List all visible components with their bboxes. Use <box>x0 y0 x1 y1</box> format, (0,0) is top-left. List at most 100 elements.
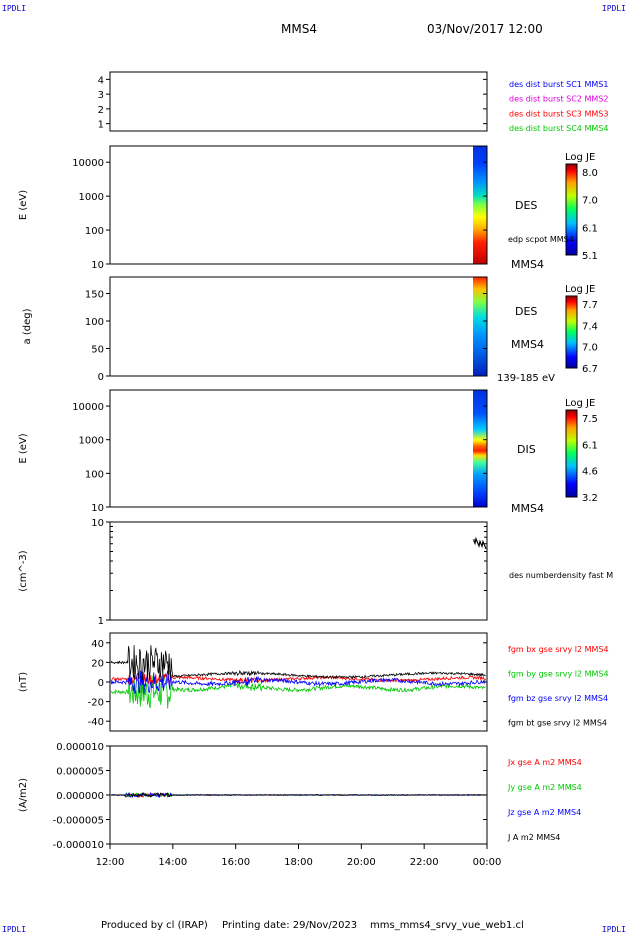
y-tick-label-p6: 0.000000 <box>56 791 104 802</box>
j-trace-3 <box>110 792 486 799</box>
by-trace <box>110 674 486 709</box>
y-tick-label-p2: 100 <box>85 317 104 328</box>
legend-fgm-0: fgm bx gse srvy l2 MMS4 <box>508 645 609 654</box>
corner-label-top-right: IPDLI <box>601 4 626 13</box>
des-energy-spectrogram <box>473 146 487 264</box>
colorbar-tick-3: 6.1 <box>582 440 598 451</box>
colorbar-tick-2: 7.7 <box>582 300 598 311</box>
y-tick-label-p3: 10 <box>91 503 104 514</box>
y-axis-label-6: (A/m2) <box>18 778 29 812</box>
y-tick-label-p6: 0.000010 <box>56 742 104 753</box>
y-tick-label-p0: 3 <box>98 90 104 101</box>
colorbar-tick-2: 7.0 <box>582 343 598 354</box>
colorbar-tick-3: 4.6 <box>582 467 598 478</box>
y-tick-label-p6: -0.000005 <box>53 816 104 827</box>
colorbar-tick-2: 7.4 <box>582 321 598 332</box>
corner-label-bottom-left: IPDLI <box>2 925 27 934</box>
y-tick-label-p5: 0 <box>98 678 104 689</box>
y-tick-label-p1: 1000 <box>79 192 104 203</box>
y-tick-label-p0: 4 <box>98 75 104 86</box>
y-tick-label-p5: -40 <box>88 717 104 728</box>
y-tick-label-p5: 40 <box>91 639 104 650</box>
y-axis-label-3: E (eV) <box>18 433 29 463</box>
panel-frame-4 <box>109 521 488 621</box>
colorbar-tick-1: 6.1 <box>582 223 598 234</box>
y-tick-label-p3: 10000 <box>72 402 104 413</box>
legend-burst-2: des dist burst SC2 MMS2 <box>509 95 608 104</box>
panel-frame-1 <box>109 145 488 265</box>
des-pitch-spectrogram <box>473 277 487 376</box>
legend-j-0: Jx gse A m2 MMS4 <box>507 758 582 767</box>
corner-label-top-left: IPDLI <box>2 4 27 13</box>
corner-label-bottom-right: IPDLI <box>601 925 626 934</box>
y-tick-label-p6: 0.000005 <box>56 767 104 778</box>
legend-fgm-1: fgm by gse srvy l2 MMS4 <box>508 670 609 679</box>
density-trace <box>473 536 487 550</box>
dis-energy-side-label: DIS <box>517 443 536 456</box>
x-tick-label: 16:00 <box>221 857 250 868</box>
y-tick-label-p0: 2 <box>98 105 104 116</box>
colorbar-tick-3: 7.5 <box>582 414 598 425</box>
y-tick-label-p2: 0 <box>98 372 104 383</box>
colorbar-2 <box>565 295 578 369</box>
dis-energy-spectrogram <box>473 390 487 507</box>
y-axis-label-2: a (deg) <box>22 308 33 344</box>
y-axis-label-4: (cm^-3) <box>18 550 29 591</box>
x-tick-label: 22:00 <box>410 857 439 868</box>
colorbar-3 <box>565 409 578 498</box>
panel-frame-0 <box>109 71 488 132</box>
y-tick-label-p1: 100 <box>85 226 104 237</box>
y-tick-label-p6: -0.000010 <box>53 840 104 851</box>
x-tick-label: 00:00 <box>473 857 502 868</box>
y-axis-label-5: (nT) <box>18 672 29 692</box>
legend-fgm-3: fgm bt gse srvy l2 MMS4 <box>508 719 607 728</box>
y-tick-label-p4: 10 <box>91 518 104 529</box>
legend-j-1: Jy gse A m2 MMS4 <box>507 783 582 792</box>
y-tick-label-p2: 50 <box>91 345 104 356</box>
y-tick-label-p5: -20 <box>88 698 104 709</box>
y-tick-label-p2: 150 <box>85 290 104 301</box>
colorbar-tick-1: 5.1 <box>582 251 598 262</box>
y-tick-label-p5: 20 <box>91 658 104 669</box>
legend-j-3: J A m2 MMS4 <box>507 833 560 842</box>
des-energy-sc-label: MMS4 <box>511 258 544 271</box>
legend-j-2: Jz gse A m2 MMS4 <box>507 808 581 817</box>
bx-trace <box>110 673 486 686</box>
panel-frame-2 <box>109 276 488 377</box>
des-energy-side-label: DES <box>515 199 537 212</box>
energy-range-label: 139-185 eV <box>497 373 555 384</box>
colorbar-tick-3: 3.2 <box>582 493 598 504</box>
footer-filename: mms_mms4_srvy_vue_web1.cl <box>370 920 524 931</box>
colorbar-tick-2: 6.7 <box>582 364 598 375</box>
x-tick-label: 18:00 <box>284 857 313 868</box>
y-tick-label-p1: 10000 <box>72 158 104 169</box>
y-axis-label-1: E (eV) <box>18 190 29 220</box>
colorbar-1 <box>565 163 578 256</box>
colorbar-tick-1: 7.0 <box>582 196 598 207</box>
des-pitch-side-label: DES <box>515 305 537 318</box>
bz-trace <box>110 670 486 694</box>
footer-produced-by: Produced by cl (IRAP) <box>101 920 208 931</box>
y-tick-label-p1: 10 <box>91 260 104 271</box>
datetime-title: 03/Nov/2017 12:00 <box>427 22 543 36</box>
legend-density: des numberdensity fast M <box>509 571 613 580</box>
colorbar-title-1: Log JE <box>565 152 595 163</box>
x-tick-label: 12:00 <box>96 857 125 868</box>
legend-burst-4: des dist burst SC4 MMS4 <box>509 124 608 133</box>
legend-burst-1: des dist burst SC1 MMS1 <box>509 80 608 89</box>
y-tick-label-p0: 1 <box>98 120 104 131</box>
scpot-overlay-label: edp scpot MMS4 <box>508 235 574 244</box>
y-tick-label-p4: 1 <box>98 616 104 627</box>
y-tick-label-p3: 1000 <box>79 436 104 447</box>
des-pitch-sc-label: MMS4 <box>511 338 544 351</box>
colorbar-title-2: Log JE <box>565 284 595 295</box>
dis-energy-sc-label: MMS4 <box>511 502 544 515</box>
panel-frame-3 <box>109 389 488 508</box>
legend-fgm-2: fgm bz gse srvy l2 MMS4 <box>508 694 608 703</box>
stacked-time-series-chart: 4 3 2 1 des dist burst SC1 MMS1 des dist burs… <box>18 71 613 868</box>
footer-printing-date: Printing date: 29/Nov/2023 <box>222 920 358 931</box>
x-tick-label: 20:00 <box>347 857 376 868</box>
legend-burst-3: des dist burst SC3 MMS3 <box>509 109 608 118</box>
spacecraft-title: MMS4 <box>281 22 317 36</box>
y-tick-label-p3: 100 <box>85 469 104 480</box>
